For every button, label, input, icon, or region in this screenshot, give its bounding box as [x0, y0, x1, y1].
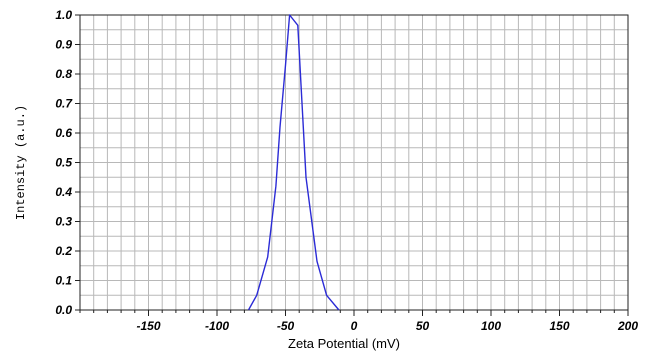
y-tick-labels: 0.0 0.1 0.2 0.3 0.4 0.5 0.6 0.7 0.8 0.9 1.0 [55, 8, 73, 317]
x-tick-label: -100 [205, 319, 229, 333]
y-tick-label: 0.1 [55, 274, 72, 288]
y-tick-label: 0.3 [55, 215, 72, 229]
grid [79, 14, 629, 311]
series-line [247, 14, 340, 311]
y-tick-label: 0.4 [55, 185, 72, 199]
x-tick-label: 200 [617, 319, 638, 333]
series-layer [247, 14, 340, 311]
y-axis-title: Intensity (a.u.) [14, 105, 28, 220]
minor-ticks [75, 14, 629, 316]
y-tick-label: 0.2 [55, 244, 72, 258]
y-tick-label: 1.0 [55, 8, 72, 22]
x-axis-title: Zeta Potential (mV) [288, 336, 400, 351]
x-tick-label: 0 [351, 319, 358, 333]
x-tick-label: -150 [136, 319, 160, 333]
x-tick-labels: -150 -100 -50 0 50 100 150 200 [136, 319, 638, 333]
y-tick-label: 0.0 [55, 303, 72, 317]
x-tick-label: 50 [416, 319, 430, 333]
x-tick-label: 150 [549, 319, 569, 333]
y-tick-label: 0.5 [55, 156, 72, 170]
x-tick-label: -50 [277, 319, 295, 333]
y-tick-label: 0.6 [55, 126, 72, 140]
y-tick-label: 0.9 [55, 38, 72, 52]
y-tick-label: 0.7 [55, 97, 73, 111]
y-tick-label: 0.8 [55, 67, 72, 81]
x-tick-label: 100 [481, 319, 501, 333]
